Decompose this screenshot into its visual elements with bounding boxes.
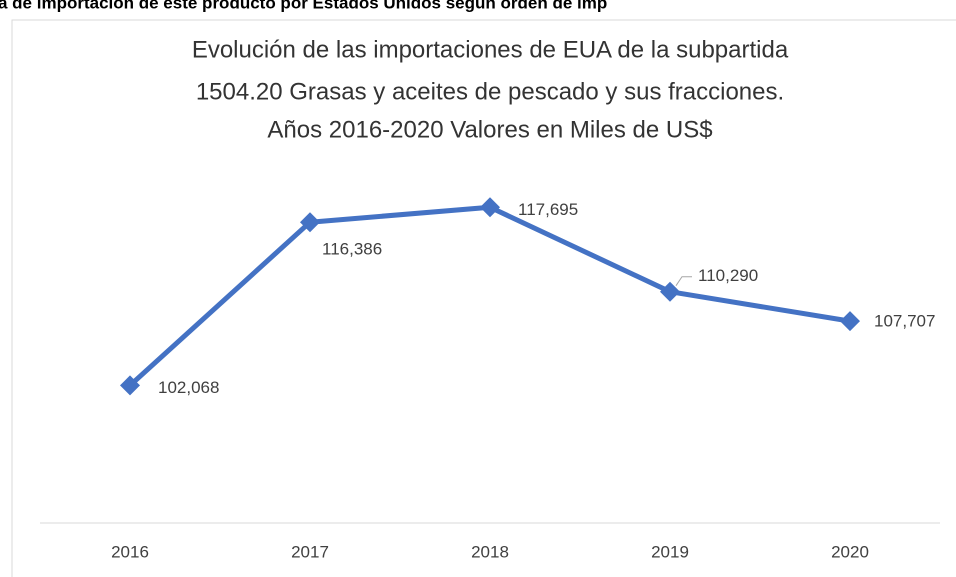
chart-title: Años 2016-2020 Valores en Miles de US$ xyxy=(267,116,712,143)
data-label: 102,068 xyxy=(158,378,219,397)
marker xyxy=(660,281,680,302)
chart-title: Evolución de las importaciones de EUA de… xyxy=(192,36,789,63)
data-label: 110,290 xyxy=(698,266,758,285)
x-tick-label: 2020 xyxy=(831,542,869,561)
chart-title: 1504.20 Grasas y aceites de pescado y su… xyxy=(196,78,784,105)
chart-frame xyxy=(11,19,956,577)
x-tick-label: 2018 xyxy=(471,542,509,561)
data-label: 117,695 xyxy=(518,200,578,219)
x-tick-label: 2017 xyxy=(291,542,329,561)
data-label: 116,386 xyxy=(322,240,382,259)
x-tick-label: 2016 xyxy=(111,542,149,561)
marker xyxy=(840,311,860,332)
leader-line xyxy=(675,276,692,286)
marker xyxy=(480,197,500,218)
data-line xyxy=(128,204,851,388)
caption: a de importación de este producto por Es… xyxy=(0,0,607,12)
marker xyxy=(300,212,320,233)
data-label: 107,707 xyxy=(874,312,935,331)
marker xyxy=(120,375,140,396)
x-tick-label: 2019 xyxy=(651,542,689,561)
